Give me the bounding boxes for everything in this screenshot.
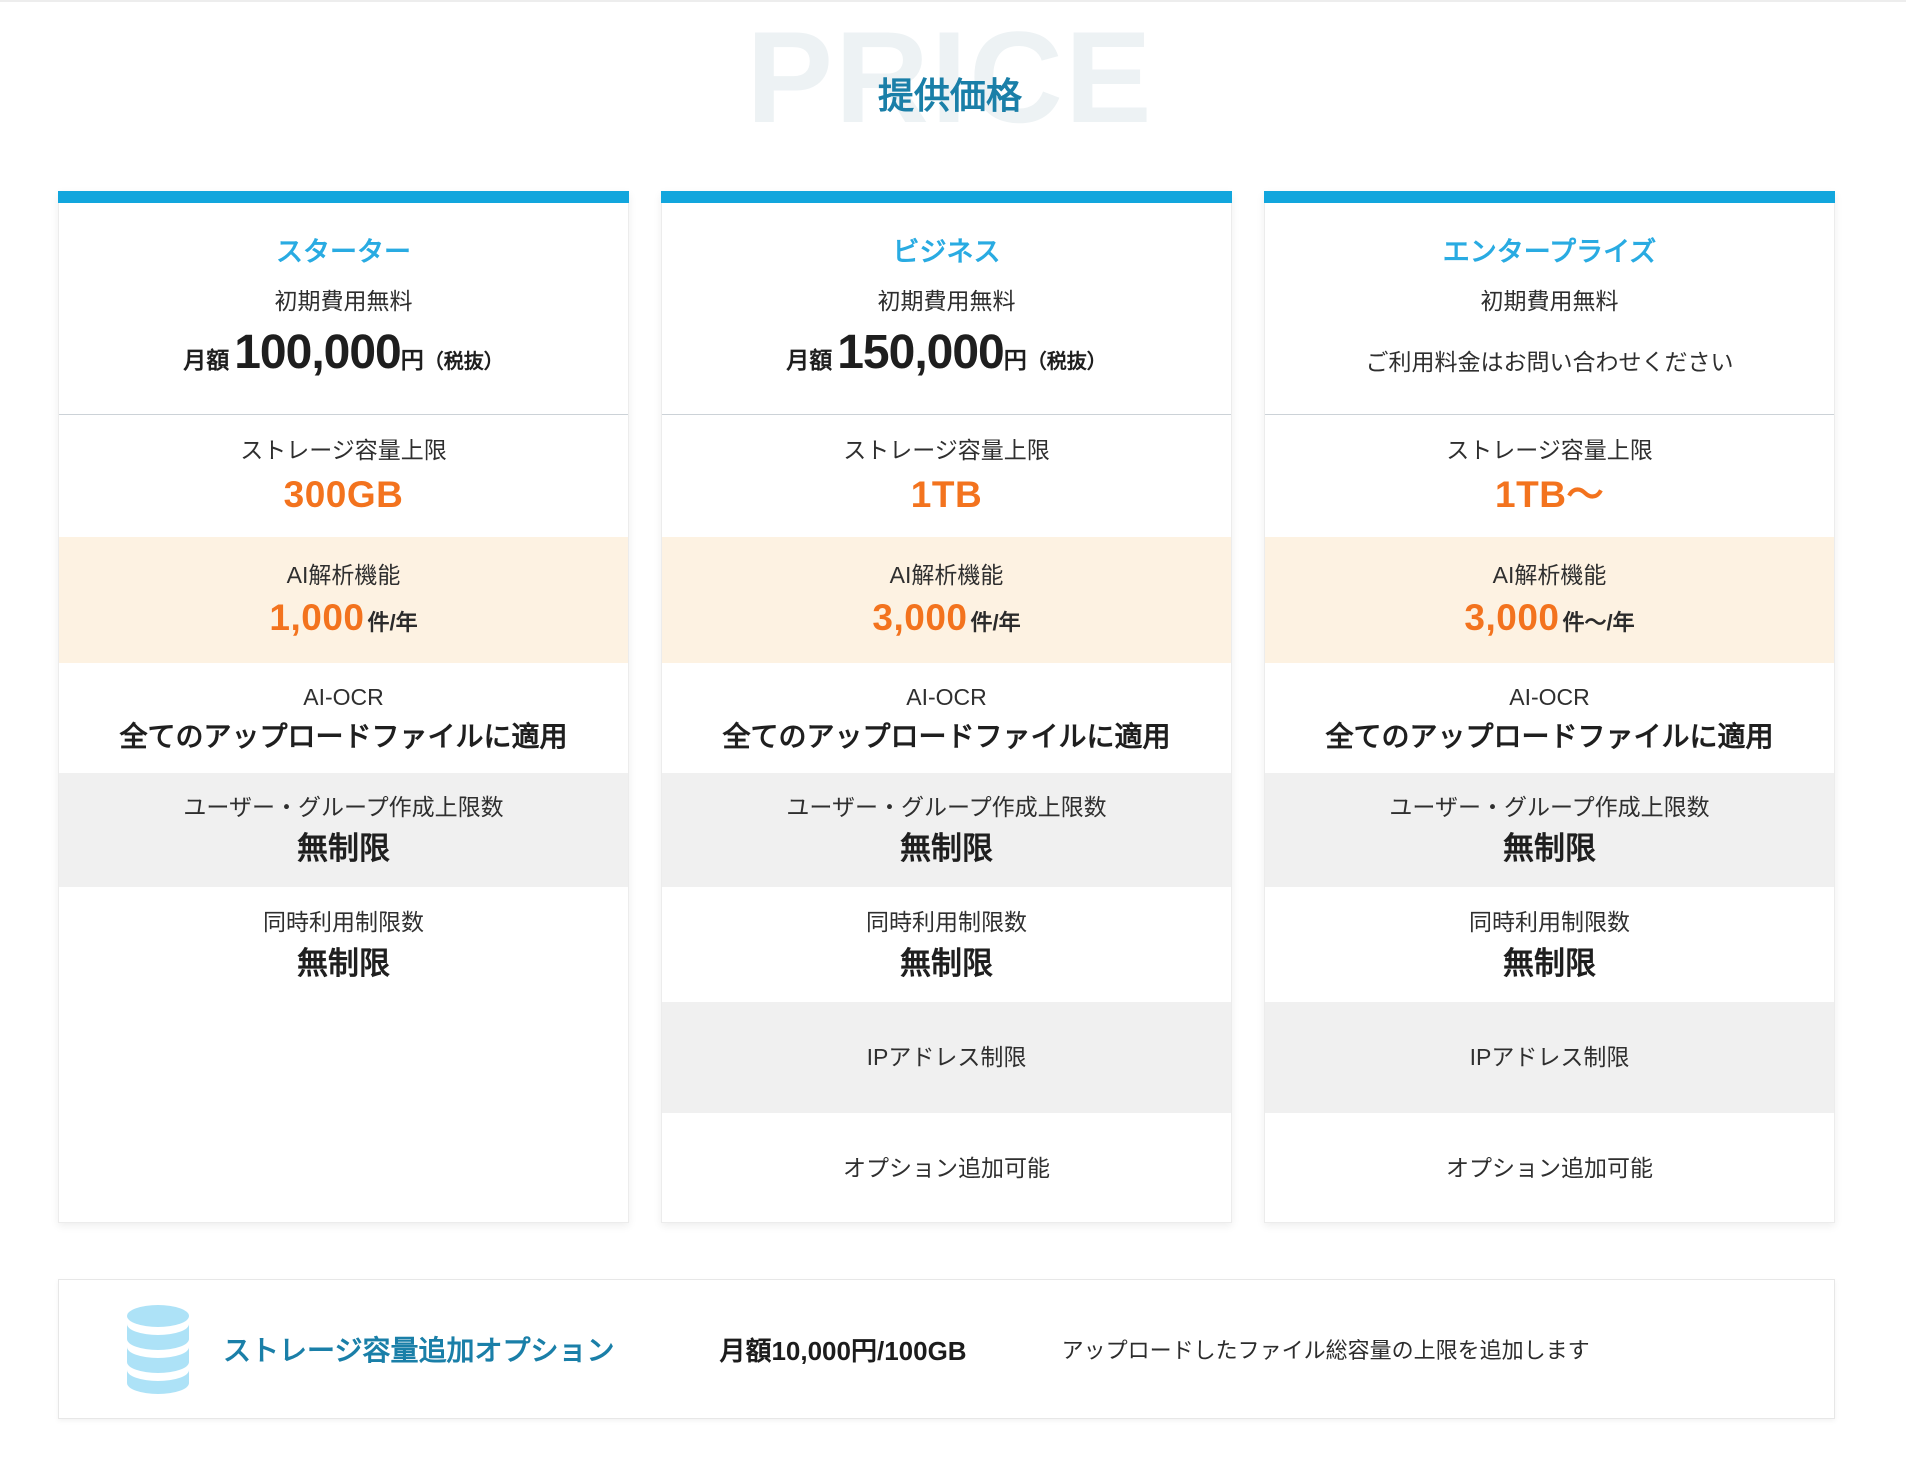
ocr-row: AI-OCR 全てのアップロードファイルに適用 (59, 663, 628, 773)
storage-label: ストレージ容量上限 (1446, 437, 1653, 463)
plan-name: ビジネス (892, 237, 1001, 267)
ai-value-line: 1,000 件/年 (269, 599, 417, 636)
section-top-divider (0, 0, 1906, 2)
ai-value: 3,000 (1464, 597, 1560, 638)
storage-option-title: ストレージ容量追加オプション (223, 1335, 615, 1366)
option-addon-label: オプション追加可能 (843, 1154, 1050, 1181)
concurrent-row: 同時利用制限数 無制限 (1265, 887, 1834, 1002)
storage-value: 1TB〜 (1495, 474, 1604, 515)
ai-value-suffix: 件〜/年 (1562, 610, 1635, 635)
ocr-row: AI-OCR 全てのアップロードファイルに適用 (662, 663, 1231, 773)
ip-restriction-label: IPアドレス制限 (1469, 1044, 1630, 1070)
concurrent-label: 同時利用制限数 (1469, 908, 1630, 935)
ai-label: AI解析機能 (1492, 562, 1607, 588)
price-tax-note: （税抜） (1026, 351, 1107, 373)
storage-option-price: 月額10,000円/100GB (719, 1335, 967, 1366)
database-icon (127, 1305, 189, 1394)
plan-price: 月額 150,000 円 （税抜） (786, 325, 1107, 380)
concurrent-label: 同時利用制限数 (263, 908, 424, 935)
ai-analysis-row: AI解析機能 3,000 件〜/年 (1265, 537, 1834, 663)
concurrent-value: 無制限 (1503, 945, 1596, 981)
ip-restriction-row: IPアドレス制限 (662, 1002, 1231, 1113)
ai-value: 1,000 (269, 597, 365, 638)
price-unit: 円 (1003, 347, 1027, 373)
ocr-value: 全てのアップロードファイルに適用 (1325, 720, 1774, 752)
ai-value-line: 3,000 件/年 (872, 599, 1020, 636)
storage-label: ストレージ容量上限 (240, 437, 447, 463)
card-accent-bar (661, 191, 1232, 203)
initial-fee-label: 初期費用無料 (274, 288, 413, 314)
user-group-label: ユーザー・グループ作成上限数 (786, 794, 1107, 820)
ip-restriction-label: IPアドレス制限 (866, 1044, 1027, 1070)
contact-for-pricing: ご利用料金はお問い合わせください (1365, 349, 1734, 375)
ai-label: AI解析機能 (286, 562, 401, 588)
ai-analysis-row: AI解析機能 1,000 件/年 (59, 537, 628, 663)
plan-card-starter: スターター 初期費用無料 月額 100,000 円 （税抜） ストレージ容量上限… (58, 191, 629, 1223)
concurrent-row: 同時利用制限数 無制限 (662, 887, 1231, 1002)
user-group-row: ユーザー・グループ作成上限数 無制限 (1265, 773, 1834, 887)
user-group-value: 無制限 (297, 831, 390, 866)
option-addon-row: オプション追加可能 (662, 1113, 1231, 1223)
user-group-label: ユーザー・グループ作成上限数 (1389, 794, 1710, 820)
user-group-value: 無制限 (1503, 831, 1596, 866)
price-prefix: 月額 (786, 347, 833, 373)
ai-value-line: 3,000 件〜/年 (1464, 599, 1634, 636)
ocr-row: AI-OCR 全てのアップロードファイルに適用 (1265, 663, 1834, 773)
storage-row: ストレージ容量上限 300GB (59, 415, 628, 537)
price-unit: 円 (400, 347, 424, 373)
plan-card-enterprise: エンタープライズ 初期費用無料 ご利用料金はお問い合わせください ストレージ容量… (1264, 191, 1835, 1223)
price-prefix: 月額 (183, 347, 230, 373)
storage-row: ストレージ容量上限 1TB (662, 415, 1231, 537)
page-title: 提供価格 (877, 75, 1023, 117)
ai-value-suffix: 件/年 (367, 610, 418, 635)
plan-card-business: ビジネス 初期費用無料 月額 150,000 円 （税抜） ストレージ容量上限 … (661, 191, 1232, 1223)
option-addon-row: オプション追加可能 (1265, 1113, 1834, 1223)
storage-row: ストレージ容量上限 1TB〜 (1265, 415, 1834, 537)
price-tax-note: （税抜） (423, 351, 504, 373)
ai-value: 3,000 (872, 597, 968, 638)
ocr-label: AI-OCR (303, 683, 384, 710)
plan-cards: スターター 初期費用無料 月額 100,000 円 （税抜） ストレージ容量上限… (58, 191, 1835, 1223)
plan-price: 月額 100,000 円 （税抜） (183, 325, 504, 380)
ocr-value: 全てのアップロードファイルに適用 (119, 720, 568, 752)
ocr-label: AI-OCR (1509, 683, 1590, 710)
concurrent-row: 同時利用制限数 無制限 (59, 887, 628, 1002)
option-addon-label: オプション追加可能 (1446, 1154, 1653, 1181)
empty-filler (59, 1002, 628, 1222)
user-group-row: ユーザー・グループ作成上限数 無制限 (59, 773, 628, 887)
card-accent-bar (58, 191, 629, 203)
plan-name: エンタープライズ (1442, 237, 1657, 267)
ocr-value: 全てのアップロードファイルに適用 (722, 720, 1171, 752)
pricing-heading: PRICE 提供価格 (0, 0, 1906, 150)
card-accent-bar (1264, 191, 1835, 203)
user-group-label: ユーザー・グループ作成上限数 (183, 794, 504, 820)
storage-value: 300GB (283, 474, 404, 515)
price-amount: 150,000 (837, 326, 1005, 379)
storage-value: 1TB (910, 474, 983, 515)
storage-option-bar: ストレージ容量追加オプション 月額10,000円/100GB アップロードしたフ… (58, 1279, 1835, 1419)
ai-value-suffix: 件/年 (970, 610, 1021, 635)
price-amount: 100,000 (234, 326, 402, 379)
ip-restriction-row: IPアドレス制限 (1265, 1002, 1834, 1113)
ai-analysis-row: AI解析機能 3,000 件/年 (662, 537, 1231, 663)
plan-name: スターター (276, 237, 411, 267)
user-group-value: 無制限 (900, 831, 993, 866)
plan-header: スターター 初期費用無料 月額 100,000 円 （税抜） (59, 203, 628, 415)
plan-header: ビジネス 初期費用無料 月額 150,000 円 （税抜） (662, 203, 1231, 415)
initial-fee-label: 初期費用無料 (1480, 288, 1619, 314)
initial-fee-label: 初期費用無料 (877, 288, 1016, 314)
ai-label: AI解析機能 (889, 562, 1004, 588)
storage-option-description: アップロードしたファイル総容量の上限を追加します (1061, 1338, 1590, 1363)
concurrent-value: 無制限 (900, 945, 993, 981)
ocr-label: AI-OCR (906, 683, 987, 710)
concurrent-value: 無制限 (297, 945, 390, 981)
storage-label: ストレージ容量上限 (843, 437, 1050, 463)
plan-header: エンタープライズ 初期費用無料 ご利用料金はお問い合わせください (1265, 203, 1834, 415)
price-watermark: PRICE (746, 4, 1154, 150)
concurrent-label: 同時利用制限数 (866, 908, 1027, 935)
user-group-row: ユーザー・グループ作成上限数 無制限 (662, 773, 1231, 887)
